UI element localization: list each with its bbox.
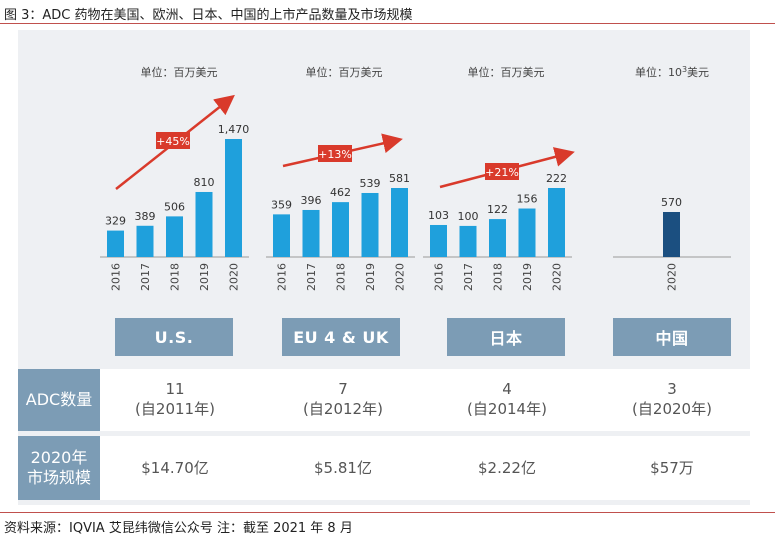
tick-label-eu-2020: 2020 — [394, 263, 407, 291]
tick-label-us-2018: 2018 — [169, 263, 182, 291]
tick-label-eu-2017: 2017 — [305, 263, 318, 291]
unit-label-us: 单位：百万美元 — [141, 65, 218, 79]
adc-count-value: 7 — [338, 380, 348, 398]
bar-us-2017 — [136, 225, 154, 257]
adc-count-label: ADC数量 — [18, 369, 100, 431]
value-label-cn-2020: 570 — [661, 196, 682, 209]
tick-label-jp-2018: 2018 — [492, 263, 505, 291]
bar-jp-2019 — [518, 208, 536, 257]
bar-jp-2020 — [548, 188, 565, 257]
bar-us-2016 — [107, 230, 124, 257]
value-label-jp-2016: 103 — [428, 209, 449, 222]
bar-eu-2016 — [273, 214, 290, 257]
top-divider — [0, 23, 775, 24]
adc-count-value: 4 — [502, 380, 512, 398]
adc-count-since: (自2014年) — [467, 400, 547, 418]
adc-count-japan: 4 (自2014年) — [432, 379, 582, 419]
bar-eu-2018 — [332, 202, 349, 257]
adc-count-eu: 7 (自2012年) — [268, 379, 418, 419]
bar-eu-2017 — [302, 209, 320, 257]
adc-count-value: 11 — [165, 380, 185, 398]
tick-label-eu-2018: 2018 — [335, 263, 348, 291]
bar-jp-2016 — [430, 224, 447, 257]
market-size-label: 2020年 市场规模 — [18, 436, 100, 500]
growth-badge-eu — [318, 145, 352, 162]
adc-count-us: 11 (自2011年) — [100, 379, 250, 419]
tick-label-eu-2016: 2016 — [276, 263, 289, 291]
bar-us-2020 — [225, 139, 242, 257]
adc-count-value: 3 — [667, 380, 677, 398]
tick-label-jp-2017: 2017 — [462, 263, 475, 291]
adc-count-china: 3 (自2020年) — [597, 379, 747, 419]
tick-label-us-2016: 2016 — [110, 263, 123, 291]
value-label-eu-2020: 581 — [389, 172, 410, 185]
market-size-japan: $2.22亿 — [478, 459, 536, 477]
bar-eu-2019 — [361, 192, 379, 257]
region-header-eu: EU 4 & UK — [282, 318, 400, 356]
tick-label-jp-2020: 2020 — [551, 263, 564, 291]
market-size-china: $57万 — [650, 459, 694, 477]
market-size-row — [100, 436, 750, 500]
value-label-jp-2018: 122 — [487, 203, 508, 216]
value-label-jp-2017: 100 — [458, 210, 479, 223]
bar-jp-2018 — [489, 219, 506, 257]
value-label-us-2016: 329 — [105, 215, 126, 228]
market-size-us: $14.70亿 — [141, 459, 209, 477]
bar-us-2019 — [195, 191, 213, 257]
tick-label-us-2017: 2017 — [139, 263, 152, 291]
tick-label-us-2020: 2020 — [228, 263, 241, 291]
unit-label-jp: 单位：百万美元 — [468, 65, 545, 79]
bar-cn-2020 — [663, 212, 680, 257]
tick-label-jp-2019: 2019 — [521, 263, 534, 291]
value-label-us-2019: 810 — [194, 176, 215, 189]
adc-count-since: (自2011年) — [135, 400, 215, 418]
value-label-us-2017: 389 — [135, 210, 156, 223]
market-size-label-line1: 2020年 — [30, 448, 88, 467]
bar-eu-2020 — [391, 188, 408, 257]
value-label-jp-2020: 222 — [546, 172, 567, 185]
market-size-eu: $5.81亿 — [314, 459, 372, 477]
growth-label-eu: +13% — [318, 148, 352, 161]
value-label-eu-2019: 539 — [360, 177, 381, 190]
value-label-eu-2016: 359 — [271, 198, 292, 211]
value-label-jp-2019: 156 — [517, 193, 538, 206]
adc-count-label-text: ADC数量 — [25, 390, 93, 409]
adc-count-since: (自2012年) — [303, 400, 383, 418]
bar-jp-2017 — [459, 225, 477, 257]
growth-badge-jp — [485, 163, 519, 180]
tick-label-cn-2020: 2020 — [666, 263, 679, 291]
bar-us-2018 — [166, 216, 183, 257]
region-header-china: 中国 — [613, 318, 731, 356]
growth-badge-us — [156, 132, 190, 149]
value-label-eu-2018: 462 — [330, 186, 351, 199]
tick-label-jp-2016: 2016 — [433, 263, 446, 291]
bottom-divider — [0, 512, 775, 513]
unit-label-eu: 单位：百万美元 — [306, 65, 383, 79]
value-label-eu-2017: 396 — [301, 194, 322, 207]
market-size-label-line2: 市场规模 — [26, 468, 91, 487]
value-label-us-2018: 506 — [164, 200, 185, 213]
growth-label-us: +45% — [156, 135, 190, 148]
tick-label-eu-2019: 2019 — [364, 263, 377, 291]
source-note: 资料来源：IQVIA 艾昆纬微信公众号 注：截至 2021 年 8 月 — [4, 521, 353, 536]
tick-label-us-2019: 2019 — [198, 263, 211, 291]
region-header-japan: 日本 — [447, 318, 565, 356]
value-label-us-2020: 1,470 — [218, 123, 250, 136]
region-header-us: U.S. — [115, 318, 233, 356]
growth-label-jp: +21% — [485, 166, 519, 179]
adc-count-row — [100, 369, 750, 431]
unit-label-cn: 单位：103美元 — [635, 65, 709, 79]
adc-count-since: (自2020年) — [632, 400, 712, 418]
figure-title: 图 3：ADC 药物在美国、欧洲、日本、中国的上市产品数量及市场规模 — [4, 8, 413, 23]
